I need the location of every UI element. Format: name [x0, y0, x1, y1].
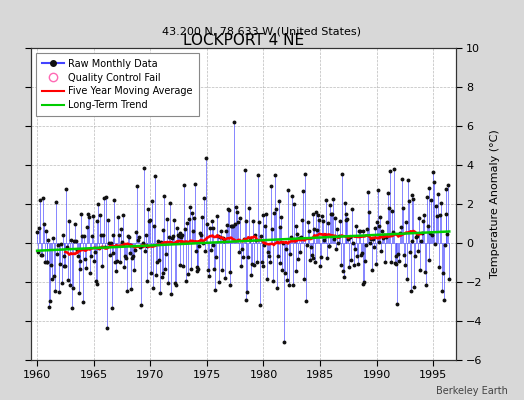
Text: 43.200 N, 78.633 W (United States): 43.200 N, 78.633 W (United States) [162, 26, 362, 36]
Legend: Raw Monthly Data, Quality Control Fail, Five Year Moving Average, Long-Term Tren: Raw Monthly Data, Quality Control Fail, … [36, 53, 199, 116]
Text: Berkeley Earth: Berkeley Earth [436, 386, 508, 396]
Title: LOCKPORT 4 NE: LOCKPORT 4 NE [183, 33, 304, 48]
Y-axis label: Temperature Anomaly (°C): Temperature Anomaly (°C) [490, 130, 500, 278]
